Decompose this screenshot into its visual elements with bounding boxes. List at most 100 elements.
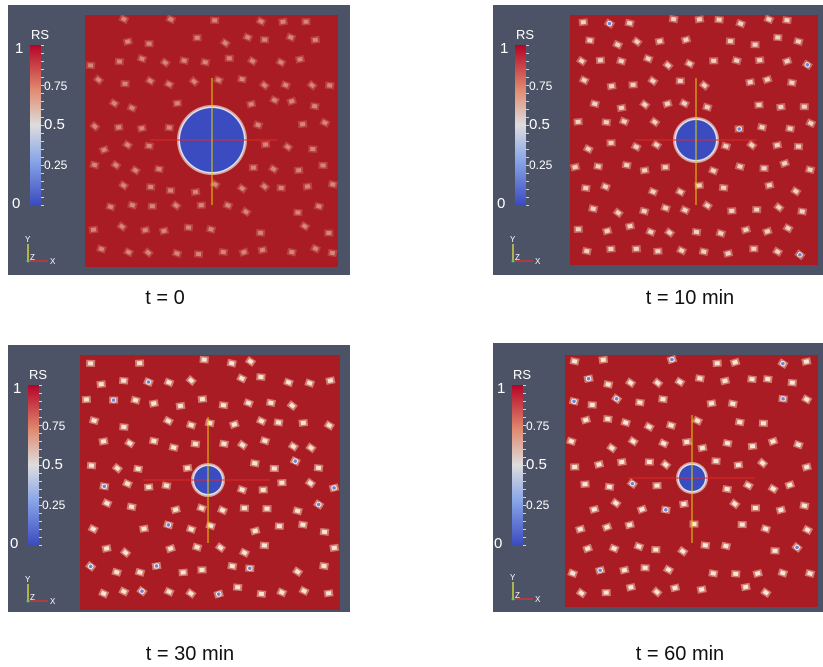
precipitate-spot — [660, 459, 672, 471]
colorbar-label-min: 0 — [497, 195, 506, 212]
spot-core — [148, 184, 154, 190]
precipitate-spot — [239, 504, 250, 512]
spot-core — [101, 147, 108, 153]
precipitate-spot — [216, 505, 229, 516]
spot-depleted-center — [794, 544, 800, 550]
axes-triad: Y Z X — [25, 575, 56, 606]
precipitate-spot — [775, 505, 787, 515]
spot-core — [699, 445, 706, 451]
spot-core — [583, 185, 589, 191]
colorbar-title: RS — [513, 367, 532, 382]
precipitate-spot — [653, 247, 663, 255]
spot-core — [608, 83, 615, 89]
spot-core — [165, 81, 173, 88]
spot-core — [147, 77, 154, 84]
precipitate-spot — [698, 79, 711, 91]
precipitate-spot — [185, 374, 197, 387]
spot-core — [245, 400, 252, 406]
precipitate-spot — [240, 206, 252, 218]
spot-core — [789, 380, 795, 385]
precipitate-spot — [256, 589, 267, 598]
precipitate-spot — [126, 502, 137, 512]
colorbar-label-075: 0.75 — [44, 79, 68, 93]
spot-core — [615, 209, 622, 216]
precipitate-spot — [606, 245, 616, 253]
spot-core — [611, 545, 618, 552]
precipitate-spot — [287, 441, 300, 452]
spot-core — [676, 378, 684, 385]
precipitate-spot — [87, 523, 99, 535]
spot-core — [662, 461, 669, 468]
spot-core — [294, 568, 301, 575]
spot-core — [627, 379, 634, 386]
spot-core — [229, 563, 236, 569]
spot-core — [107, 204, 114, 210]
spot-core — [717, 230, 724, 236]
precipitate-spot — [274, 522, 285, 530]
spot-core — [575, 227, 581, 232]
spot-core — [701, 82, 708, 89]
spot-core — [306, 380, 313, 386]
spot-core — [211, 181, 219, 188]
precipitate-spot — [324, 81, 335, 90]
spot-core — [787, 126, 793, 131]
spot-core — [146, 143, 152, 149]
precipitate-spot — [658, 395, 668, 404]
spot-core — [749, 376, 755, 382]
spot-core — [807, 120, 814, 127]
precipitate-spot — [275, 57, 287, 68]
precipitate-spot — [170, 199, 182, 212]
spot-core — [677, 188, 684, 195]
spot-core — [321, 119, 329, 126]
precipitate-spot — [165, 15, 177, 25]
spot-core — [321, 563, 327, 569]
spot-core — [739, 522, 745, 527]
spot-core — [300, 522, 306, 528]
precipitate-spot — [793, 37, 804, 46]
precipitate-spot — [799, 103, 809, 111]
precipitate-spot — [778, 394, 788, 403]
precipitate-spot — [118, 376, 129, 385]
precipitate-spot — [565, 436, 577, 447]
precipitate-spot — [328, 483, 340, 493]
axis-z-label: Z — [515, 253, 520, 262]
spot-core — [668, 422, 675, 429]
spot-core — [621, 118, 628, 125]
spot-core — [803, 396, 810, 403]
precipitate-spot — [151, 561, 162, 571]
precipitate-spot — [313, 499, 325, 510]
precipitate-spot — [650, 139, 663, 151]
spot-core — [311, 103, 318, 109]
precipitate-spot — [158, 226, 170, 236]
precipitate-spot — [627, 435, 639, 447]
spot-core — [679, 548, 686, 555]
precipitate-spot — [118, 586, 130, 597]
precipitate-spot — [722, 484, 733, 494]
precipitate-spot — [660, 163, 670, 171]
precipitate-spot — [139, 524, 149, 533]
precipitate-spot — [711, 457, 721, 465]
colorbar-label-075: 0.75 — [42, 419, 66, 433]
axis-y-label: Y — [510, 573, 516, 582]
precipitate-spot — [758, 419, 769, 428]
spot-core — [261, 82, 268, 89]
spot-core — [637, 400, 643, 405]
spot-core — [654, 483, 660, 488]
precipitate-spot — [640, 564, 650, 572]
spot-core — [681, 207, 689, 213]
spot-core — [212, 18, 218, 23]
colorbar-label-05: 0.5 — [529, 116, 550, 133]
spot-core — [290, 443, 297, 450]
colorbar-gradient — [512, 385, 523, 545]
precipitate-spot — [633, 541, 645, 552]
precipitate-spot — [760, 524, 772, 534]
spot-core — [672, 585, 678, 591]
precipitate-spot — [205, 224, 217, 234]
precipitate-spot — [750, 504, 761, 512]
precipitate-spot — [773, 33, 783, 42]
precipitate-spot — [570, 162, 581, 172]
spot-core — [572, 464, 578, 469]
spot-core — [803, 464, 810, 470]
colorbar-legend: RS 1 0.75 0.5 0.25 0 — [10, 368, 88, 551]
precipitate-spot — [232, 583, 243, 592]
